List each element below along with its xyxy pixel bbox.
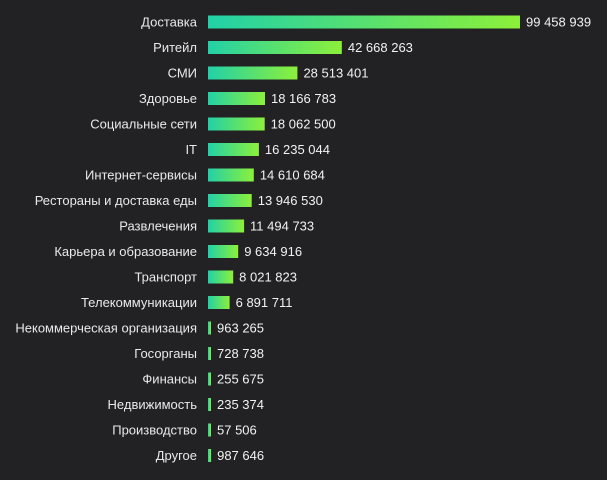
bar (208, 194, 252, 207)
bar-row: Телекоммуникации 6 891 711 (81, 295, 293, 310)
bar (208, 245, 239, 258)
value-label: 6 891 711 (236, 295, 293, 310)
bars-layer: Доставка 99 458 939 Ритейл 42 668 263 СМИ 28 … (15, 15, 591, 464)
bar (208, 219, 245, 233)
bar-row: Производство 57 506 (112, 423, 257, 438)
bar (208, 117, 265, 131)
category-label: Производство (112, 423, 197, 438)
bar-row: Транспорт 8 021 823 (134, 270, 297, 285)
bar (208, 92, 265, 105)
value-label: 28 513 401 (303, 66, 368, 81)
bar-row: Госорганы 728 738 (134, 346, 264, 361)
bar-row: Интернет-сервисы 14 610 684 (85, 168, 325, 183)
bar-row: Карьера и образование 9 634 916 (54, 244, 302, 259)
category-label: Развлечения (119, 219, 197, 234)
value-label: 18 166 783 (271, 91, 336, 106)
bar (208, 321, 211, 335)
category-label: СМИ (168, 66, 197, 81)
value-label: 13 946 530 (258, 193, 323, 208)
value-label: 18 062 500 (271, 117, 336, 132)
bar-row: Доставка 99 458 939 (141, 15, 591, 30)
bar-row: Рестораны и доставка еды 13 946 530 (35, 193, 323, 208)
bar (208, 398, 211, 411)
category-label: Телекоммуникации (81, 295, 197, 310)
bar-row: IT 16 235 044 (185, 142, 330, 157)
bar (208, 66, 298, 80)
category-label: Здоровье (139, 91, 197, 106)
bar (208, 296, 230, 309)
category-label: Доставка (141, 15, 198, 30)
bar-row: Некоммерческая организация 963 265 (15, 321, 264, 336)
bar (208, 270, 234, 284)
value-label: 14 610 684 (260, 168, 325, 183)
category-label: Финансы (142, 372, 197, 387)
category-label: IT (185, 142, 197, 157)
category-label: Рестораны и доставка еды (35, 193, 197, 208)
bar-row: Здоровье 18 166 783 (139, 91, 336, 106)
value-label: 235 374 (217, 397, 264, 412)
bar (208, 15, 520, 29)
value-label: 255 675 (217, 372, 264, 387)
bar (208, 143, 259, 156)
bar-row: СМИ 28 513 401 (168, 66, 369, 81)
value-label: 963 265 (217, 321, 264, 336)
value-label: 8 021 823 (239, 270, 297, 285)
category-label: Транспорт (134, 270, 197, 285)
bar-row: Ритейл 42 668 263 (153, 40, 413, 55)
category-label: Недвижимость (108, 397, 198, 412)
category-label: Социальные сети (90, 117, 197, 132)
bar (208, 168, 254, 182)
bar (208, 41, 342, 54)
bar-row: Развлечения 11 494 733 (119, 219, 314, 234)
bar-row: Другое 987 646 (156, 448, 264, 463)
category-label: Интернет-сервисы (85, 168, 197, 183)
bar-row: Социальные сети 18 062 500 (90, 117, 336, 132)
bar (208, 372, 211, 386)
bar (208, 347, 211, 360)
value-label: 11 494 733 (250, 219, 314, 234)
category-label: Другое (156, 448, 197, 463)
category-label: Ритейл (153, 40, 197, 55)
value-label: 9 634 916 (244, 244, 302, 259)
category-label: Некоммерческая организация (15, 321, 197, 336)
value-label: 728 738 (217, 346, 264, 361)
bar (208, 449, 212, 462)
bar (208, 423, 211, 437)
value-label: 99 458 939 (526, 15, 591, 30)
bar-row: Финансы 255 675 (142, 372, 264, 387)
category-label: Госорганы (134, 346, 197, 361)
value-label: 16 235 044 (265, 142, 330, 157)
bar-row: Недвижимость 235 374 (108, 397, 264, 412)
category-label: Карьера и образование (54, 244, 197, 259)
value-label: 987 646 (217, 448, 264, 463)
value-label: 57 506 (217, 423, 257, 438)
value-label: 42 668 263 (348, 40, 413, 55)
